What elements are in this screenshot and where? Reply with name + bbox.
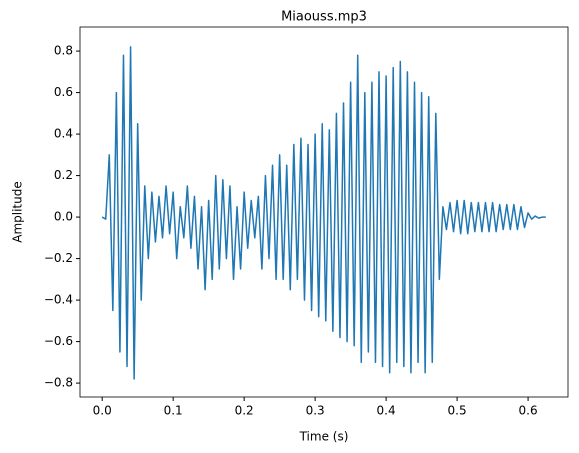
x-tick-label: 0.3	[306, 404, 325, 418]
y-tick-label: 0.6	[54, 85, 73, 99]
y-axis-label: Amplitude	[11, 181, 25, 243]
y-tick-label: −0.8	[44, 376, 73, 390]
x-tick-label: 0.1	[164, 404, 183, 418]
plot-frame	[79, 26, 569, 398]
x-tick-label: 0.0	[93, 404, 112, 418]
x-axis-label: Time (s)	[299, 430, 349, 444]
y-tick-label: 0.8	[54, 44, 73, 58]
y-tick-label: 0.4	[54, 127, 73, 141]
x-tick-label: 0.4	[377, 404, 396, 418]
y-tick-label: −0.4	[44, 293, 73, 307]
y-tick-label: 0.2	[54, 168, 73, 182]
y-tick-label: −0.6	[44, 334, 73, 348]
chart-title: Miaouss.mp3	[281, 10, 367, 25]
waveform-line	[101, 46, 546, 380]
y-tick-label: 0.0	[54, 210, 73, 224]
x-tick-label: 0.5	[448, 404, 467, 418]
y-tick-label: −0.2	[44, 251, 73, 265]
x-tick-label: 0.2	[235, 404, 254, 418]
x-tick-label: 0.6	[519, 404, 538, 418]
